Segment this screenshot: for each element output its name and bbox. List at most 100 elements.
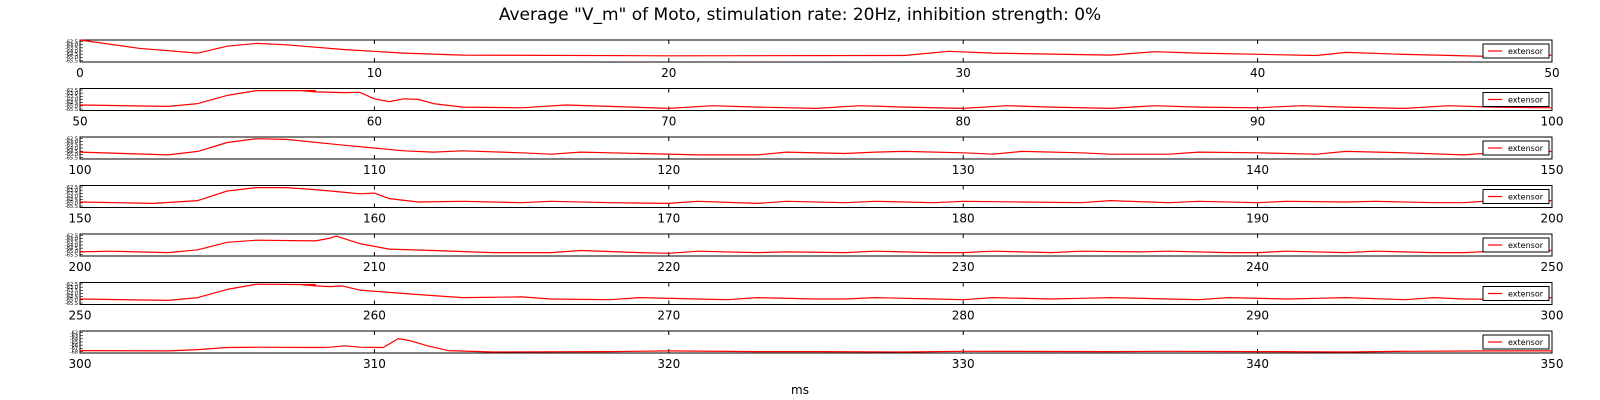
x-tick-label: 200	[69, 260, 92, 274]
y-tick-label: -65	[70, 340, 78, 346]
y-tick-label: -65.5	[65, 301, 78, 307]
y-tick-label: -63.0	[65, 285, 78, 291]
subplot-panel: 50 60 70 80 90 100 -62.5-63.0-63.5-64.0-64.5-6…	[65, 88, 1563, 129]
x-tick-label: 290	[1246, 309, 1269, 323]
legend-box	[1482, 43, 1550, 59]
legend-label: extensor	[1508, 47, 1544, 56]
x-axis-label: ms	[791, 383, 809, 397]
x-tick-label: 150	[1541, 163, 1564, 177]
y-tick-label: -64.5	[65, 246, 78, 252]
y-tick-label: -65.5	[65, 252, 78, 258]
x-tick-label: 120	[657, 163, 680, 177]
legend-box	[1482, 92, 1550, 107]
legend-box	[1482, 286, 1550, 301]
y-tick-label: -65.5	[65, 58, 78, 64]
y-tick-label: -63.5	[65, 240, 78, 246]
x-tick-label: 190	[1246, 212, 1269, 226]
y-tick-label: -62.5	[65, 233, 78, 239]
x-tick-label: 110	[363, 163, 386, 177]
y-tick-label: -63	[70, 333, 78, 339]
x-tick-label: 250	[1541, 260, 1564, 274]
y-tick-label: -62.5	[65, 88, 78, 94]
y-tick-label: -67	[70, 346, 78, 352]
x-tick-label: 60	[367, 115, 382, 129]
y-tick-label: -63.5	[65, 191, 78, 197]
x-tick-label: 340	[1246, 357, 1269, 371]
legend-label: extensor	[1508, 96, 1544, 105]
x-tick-label: 180	[952, 212, 975, 226]
x-tick-label: 310	[363, 357, 386, 371]
y-tick-label: -65.0	[65, 298, 78, 304]
x-tick-label: 350	[1541, 357, 1564, 371]
y-tick-label: -63.0	[65, 42, 78, 48]
series-line-extensor	[79, 138, 1553, 156]
series-line-extensor	[79, 235, 1553, 254]
series-line-extensor	[79, 39, 1553, 58]
legend-box	[1482, 334, 1550, 350]
x-tick-label: 100	[69, 163, 92, 177]
subplot-panel: 200 210 220 230 240 250-62.5-63.0-63.5-64.0-6…	[65, 233, 1563, 274]
subplot-panel: 150 160 170 180 190 200-62.5-63.0-63.5-64.0-6…	[65, 185, 1563, 226]
legend-label: extensor	[1508, 193, 1544, 202]
panel-frame	[79, 39, 1553, 63]
x-tick-label: 100	[1541, 115, 1564, 129]
y-tick-label: -66	[70, 343, 78, 349]
y-tick-label: -62.5	[65, 39, 78, 45]
y-tick-label: -63.0	[65, 188, 78, 194]
y-tick-label: -62	[70, 330, 78, 336]
x-tick-label: 240	[1246, 260, 1269, 274]
x-tick-label: 130	[952, 163, 975, 177]
y-tick-label: -65.5	[65, 107, 78, 113]
y-tick-label: -64.0	[65, 49, 78, 55]
panel-frame	[79, 282, 1553, 305]
y-tick-label: -65.0	[65, 249, 78, 255]
y-tick-label: -62.5	[65, 185, 78, 191]
legend-box	[1482, 189, 1550, 204]
y-tick-label: -64.5	[65, 294, 78, 300]
legend-box	[1482, 237, 1550, 253]
legend-label: extensor	[1508, 338, 1544, 347]
y-tick-label: -64.0	[65, 243, 78, 249]
y-tick-label: -64	[70, 337, 78, 343]
x-tick-label: 80	[956, 115, 971, 129]
x-tick-label: 300	[1541, 309, 1564, 323]
x-tick-label: 50	[72, 115, 87, 129]
legend-box	[1482, 140, 1550, 156]
x-tick-label: 10	[367, 66, 382, 80]
y-tick-label: -64.5	[65, 52, 78, 58]
x-tick-label: 320	[657, 357, 680, 371]
y-tick-label: -63.5	[65, 94, 78, 100]
x-tick-label: 40	[1250, 66, 1265, 80]
x-tick-label: 150	[69, 212, 92, 226]
x-tick-label: 0	[76, 66, 84, 80]
y-tick-label: -64.5	[65, 197, 78, 203]
subplot-panel: 300 310 320 330 340 350 -62-63-64-65-66-67-68 e…	[69, 330, 1564, 371]
x-tick-label: 90	[1250, 115, 1265, 129]
y-tick-label: -65.0	[65, 55, 78, 61]
y-tick-label: -68	[70, 349, 78, 355]
y-tick-label: -64.0	[65, 194, 78, 200]
y-tick-label: -63.0	[65, 139, 78, 145]
panel-frame	[79, 330, 1553, 354]
x-tick-label: 30	[956, 66, 971, 80]
y-tick-label: -65.0	[65, 104, 78, 110]
x-tick-label: 250	[69, 309, 92, 323]
subplot-panel: 100 110 120 130 140 150-62.5-63.0-63.5-64.0-6…	[65, 136, 1563, 177]
x-tick-label: 230	[952, 260, 975, 274]
y-tick-label: -63.0	[65, 91, 78, 97]
y-tick-label: -64.0	[65, 146, 78, 152]
x-tick-label: 50	[1544, 66, 1559, 80]
series-line-extensor	[79, 283, 1553, 301]
series-line-extensor	[79, 338, 1552, 353]
y-tick-label: -65.0	[65, 152, 78, 158]
y-tick-label: -64.0	[65, 291, 78, 297]
y-tick-label: -62.5	[65, 282, 78, 288]
x-tick-label: 20	[661, 66, 676, 80]
legend-label: extensor	[1508, 290, 1544, 299]
x-tick-label: 270	[657, 309, 680, 323]
x-tick-label: 330	[952, 357, 975, 371]
series-line-extensor	[79, 187, 1552, 204]
y-tick-label: -64.0	[65, 97, 78, 103]
y-tick-label: -63.0	[65, 236, 78, 242]
